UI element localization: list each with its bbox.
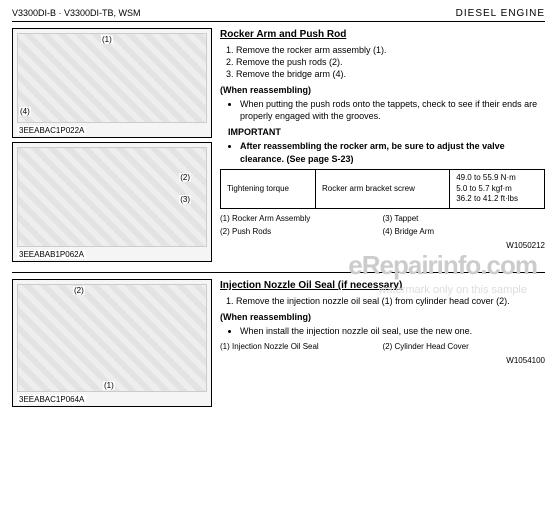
torque-val-2: 5.0 to 5.7 kgf·m	[456, 184, 512, 193]
torque-c2: Rocker arm bracket screw	[315, 169, 449, 208]
header-left: V3300DI-B · V3300DI-TB, WSM	[12, 8, 141, 19]
figure-3: (2) (1) 3EEABAC1P064A	[12, 279, 212, 407]
figure-column-2: (2) (1) 3EEABAC1P064A	[12, 279, 212, 411]
torque-c3: 49.0 to 55.9 N·m 5.0 to 5.7 kgf·m 36.2 t…	[450, 169, 545, 208]
section-1-title: Rocker Arm and Push Rod	[220, 28, 545, 42]
figure-1: (1) (4) 3EEABAC1P022A	[12, 28, 212, 138]
important-item: After reassembling the rocker arm, be su…	[240, 140, 545, 164]
section-2-text: Injection Nozzle Oil Seal (if necessary)…	[220, 279, 545, 411]
legend-item: (4) Bridge Arm	[383, 226, 546, 239]
section-1: (1) (4) 3EEABAC1P022A (2) (3) 3EEABAB1P0…	[12, 28, 545, 266]
torque-c1: Tightening torque	[221, 169, 316, 208]
important-list: After reassembling the rocker arm, be su…	[220, 140, 545, 164]
section-1-text: Rocker Arm and Push Rod Remove the rocke…	[220, 28, 545, 266]
fig1-callout-4: (4)	[19, 107, 31, 116]
legend-item: (2) Push Rods	[220, 226, 383, 239]
step-item: Remove the push rods (2).	[236, 56, 545, 68]
bullet-item: When install the injection nozzle oil se…	[240, 325, 545, 337]
section-1-steps: Remove the rocker arm assembly (1). Remo…	[220, 44, 545, 80]
fig2-callout-2: (2)	[179, 173, 191, 182]
fig2-callout-3: (3)	[179, 195, 191, 204]
fig1-callout-1: (1)	[101, 35, 113, 44]
step-item: Remove the bridge arm (4).	[236, 68, 545, 80]
section-2: (2) (1) 3EEABAC1P064A Injection Nozzle O…	[12, 279, 545, 411]
section-2-bullets: When install the injection nozzle oil se…	[220, 325, 545, 337]
legend-item: (2) Cylinder Head Cover	[383, 341, 546, 354]
fig3-callout-2: (2)	[73, 286, 85, 295]
reassembling-label: (When reassembling)	[220, 84, 545, 96]
legend-item: (1) Injection Nozzle Oil Seal	[220, 341, 383, 354]
figure-1-image	[17, 33, 207, 123]
bullet-item: When putting the push rods onto the tapp…	[240, 98, 545, 122]
header-right: DIESEL ENGINE	[456, 8, 545, 19]
figure-2: (2) (3) 3EEABAB1P062A	[12, 142, 212, 262]
legend-item: (3) Tappet	[383, 213, 546, 226]
figure-3-code: 3EEABAC1P064A	[17, 395, 86, 404]
legend-item: (1) Rocker Arm Assembly	[220, 213, 383, 226]
section-2-legend: (1) Injection Nozzle Oil Seal (2) Cylind…	[220, 341, 545, 354]
torque-val-3: 36.2 to 41.2 ft·lbs	[456, 194, 518, 203]
step-item: Remove the injection nozzle oil seal (1)…	[236, 295, 545, 307]
section-2-title: Injection Nozzle Oil Seal (if necessary)	[220, 279, 545, 293]
section-1-legend: (1) Rocker Arm Assembly (3) Tappet (2) P…	[220, 213, 545, 239]
figure-1-code: 3EEABAC1P022A	[17, 126, 86, 135]
torque-val-1: 49.0 to 55.9 N·m	[456, 173, 516, 182]
figure-column-1: (1) (4) 3EEABAC1P022A (2) (3) 3EEABAB1P0…	[12, 28, 212, 266]
section-1-wnum: W1050212	[220, 241, 545, 252]
important-label: IMPORTANT	[220, 126, 545, 138]
figure-3-image	[17, 284, 207, 392]
reassembling-label-2: (When reassembling)	[220, 311, 545, 323]
section-2-wnum: W1054100	[220, 356, 545, 367]
section-2-steps: Remove the injection nozzle oil seal (1)…	[220, 295, 545, 307]
section-1-bullets: When putting the push rods onto the tapp…	[220, 98, 545, 122]
section-divider	[12, 272, 545, 273]
page-header: V3300DI-B · V3300DI-TB, WSM DIESEL ENGIN…	[12, 8, 545, 22]
fig3-callout-1: (1)	[103, 381, 115, 390]
figure-2-code: 3EEABAB1P062A	[17, 250, 86, 259]
step-item: Remove the rocker arm assembly (1).	[236, 44, 545, 56]
torque-table: Tightening torque Rocker arm bracket scr…	[220, 169, 545, 209]
